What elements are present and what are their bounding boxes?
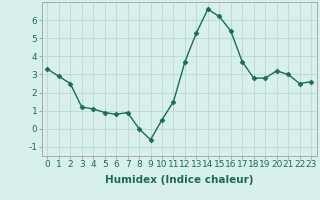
X-axis label: Humidex (Indice chaleur): Humidex (Indice chaleur) <box>105 175 253 185</box>
